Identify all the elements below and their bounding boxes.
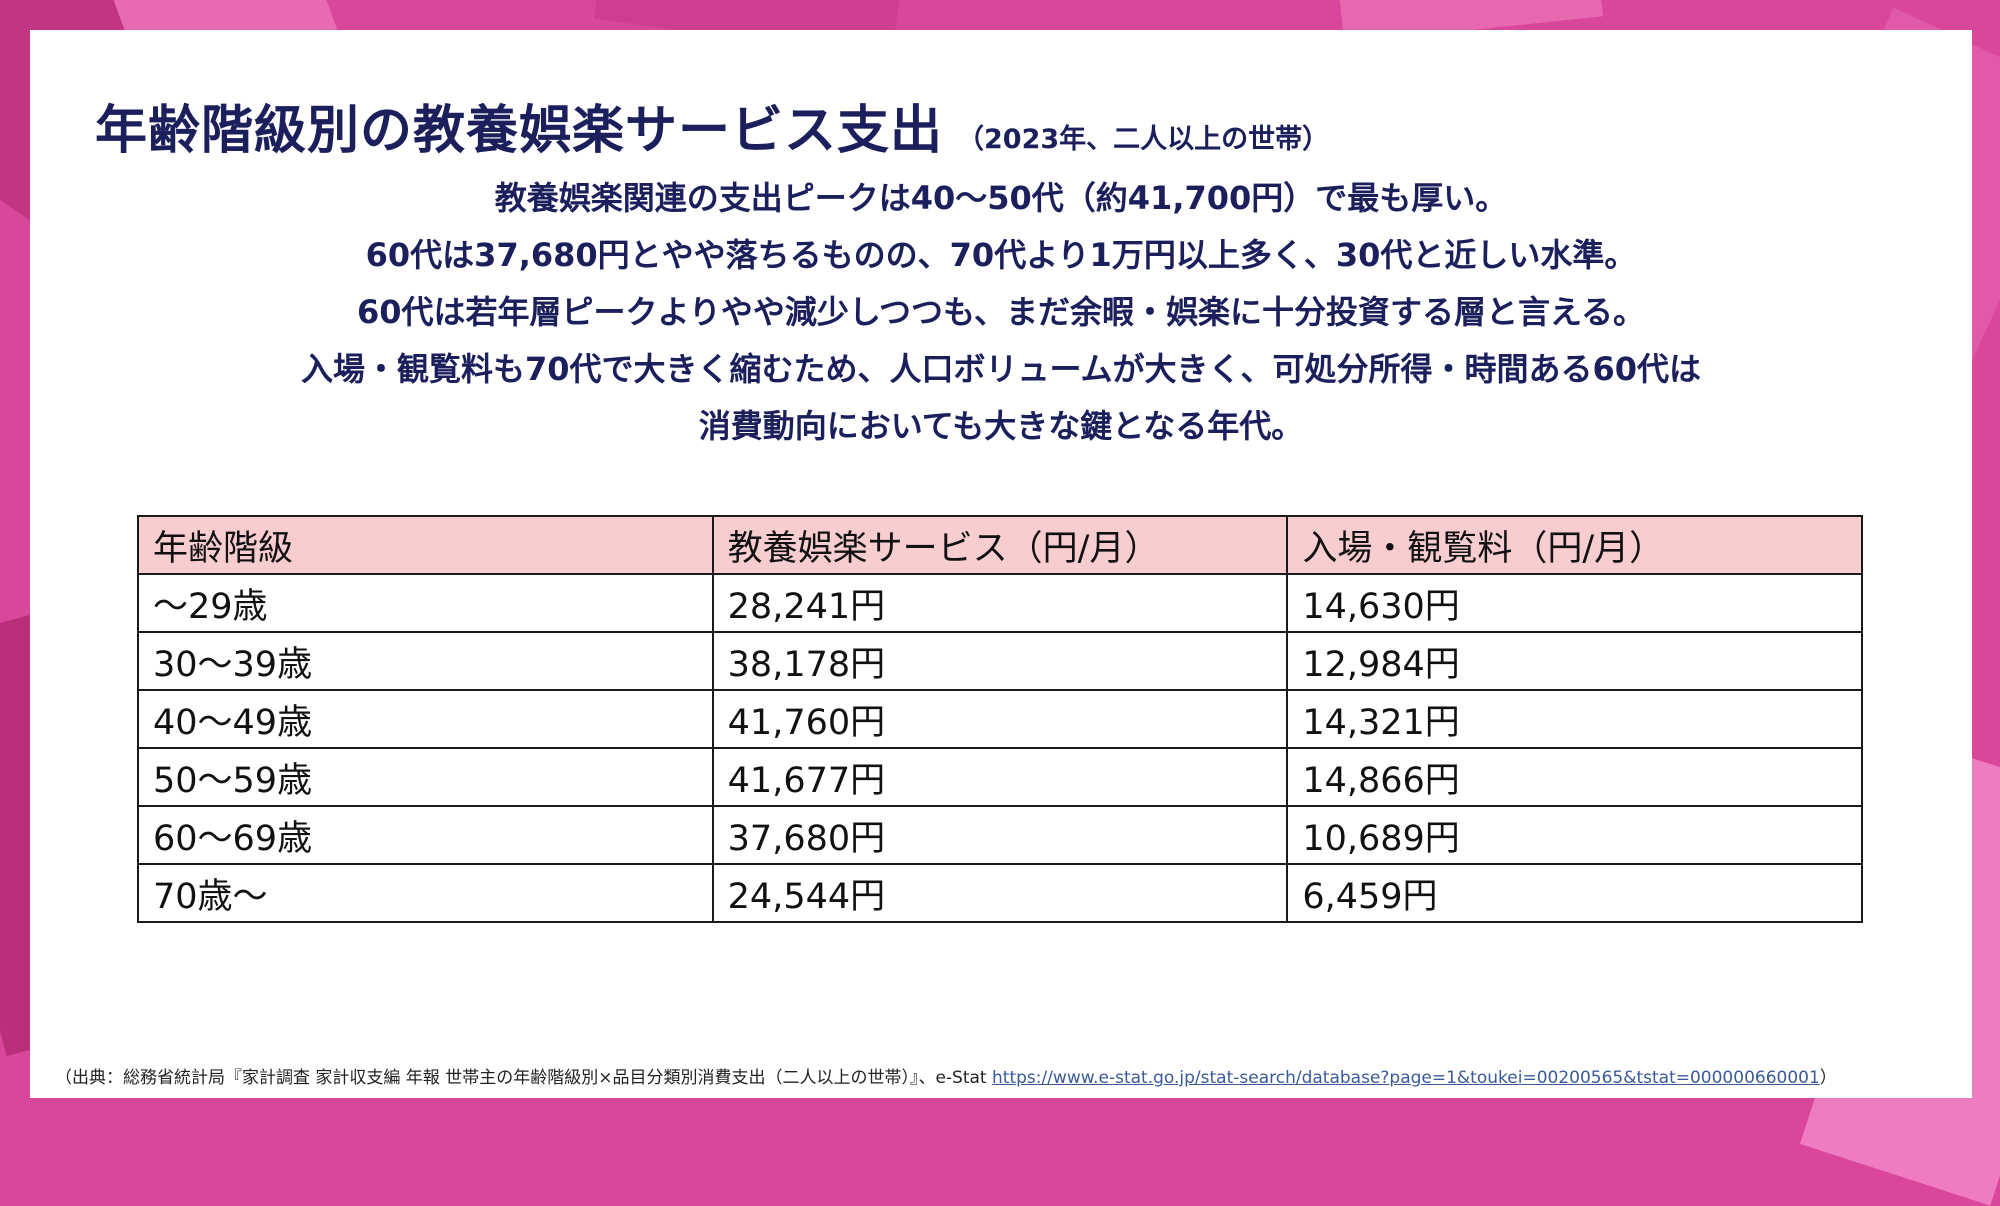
cell-age-group: 30〜39歳	[137, 631, 714, 691]
cell-admission-fees: 14,866円	[1286, 747, 1863, 807]
cell-age-group: 60〜69歳	[137, 805, 714, 865]
source-prefix: （出典：総務省統計局『家計調査 家計収支編 年報 世帯主の年齢階級別×品目分類別…	[55, 1068, 992, 1088]
cell-admission-fees: 14,630円	[1286, 573, 1863, 633]
cell-culture-services: 38,178円	[711, 631, 1289, 691]
cell-age-group: 50〜59歳	[137, 747, 714, 807]
cell-admission-fees: 12,984円	[1286, 631, 1863, 691]
source-suffix: ）	[1819, 1068, 1837, 1088]
header-admission-fees: 入場・観覧料（円/月）	[1286, 515, 1863, 575]
summary-line: 60代は若年層ピークよりやや減少しつつも、まだ余暇・娯楽に十分投資する層と言える…	[356, 293, 1646, 331]
cell-culture-services: 41,677円	[711, 747, 1289, 807]
cell-admission-fees: 6,459円	[1286, 863, 1863, 923]
source-citation: （出典：総務省統計局『家計調査 家計収支編 年報 世帯主の年齢階級別×品目分類別…	[55, 1063, 1950, 1088]
cell-culture-services: 37,680円	[711, 805, 1289, 865]
summary-line: 入場・観覧料も70代で大きく縮むため、人口ボリュームが大きく、可処分所得・時間あ…	[300, 350, 1702, 388]
summary-text: 教養娯楽関連の支出ピークは40〜50代（約41,700円）で最も厚い。 60代は…	[50, 170, 1952, 455]
cell-culture-services: 28,241円	[711, 573, 1289, 633]
table-row: 60〜69歳 37,680円 10,689円	[137, 805, 1863, 865]
table-header-row: 年齢階級 教養娯楽サービス（円/月） 入場・観覧料（円/月）	[137, 515, 1863, 575]
summary-line: 教養娯楽関連の支出ピークは40〜50代（約41,700円）で最も厚い。	[494, 179, 1508, 217]
title-row: 年齢階級別の教養娯楽サービス支出 （2023年、二人以上の世帯）	[95, 88, 1915, 163]
header-culture-services: 教養娯楽サービス（円/月）	[711, 515, 1289, 575]
cell-age-group: 40〜49歳	[137, 689, 714, 749]
cell-culture-services: 41,760円	[711, 689, 1289, 749]
source-link[interactable]: https://www.e-stat.go.jp/stat-search/dat…	[992, 1068, 1820, 1088]
table-row: 30〜39歳 38,178円 12,984円	[137, 631, 1863, 691]
slide-card: 年齢階級別の教養娯楽サービス支出 （2023年、二人以上の世帯） 教養娯楽関連の…	[30, 30, 1972, 1098]
table-row: 〜29歳 28,241円 14,630円	[137, 573, 1863, 633]
summary-line: 消費動向においても大きな鍵となる年代。	[698, 407, 1304, 445]
table-row: 70歳〜 24,544円 6,459円	[137, 863, 1863, 923]
summary-line: 60代は37,680円とやや落ちるものの、70代より1万円以上多く、30代と近し…	[365, 236, 1637, 274]
expenditure-table: 年齢階級 教養娯楽サービス（円/月） 入場・観覧料（円/月） 〜29歳 28,2…	[137, 515, 1863, 923]
table-row: 50〜59歳 41,677円 14,866円	[137, 747, 1863, 807]
cell-age-group: 〜29歳	[137, 573, 714, 633]
table-row: 40〜49歳 41,760円 14,321円	[137, 689, 1863, 749]
page-subtitle: （2023年、二人以上の世帯）	[957, 124, 1330, 155]
cell-age-group: 70歳〜	[137, 863, 714, 923]
cell-admission-fees: 14,321円	[1286, 689, 1863, 749]
page-title: 年齢階級別の教養娯楽サービス支出	[95, 101, 944, 161]
header-age-group: 年齢階級	[137, 515, 714, 575]
cell-culture-services: 24,544円	[711, 863, 1289, 923]
cell-admission-fees: 10,689円	[1286, 805, 1863, 865]
